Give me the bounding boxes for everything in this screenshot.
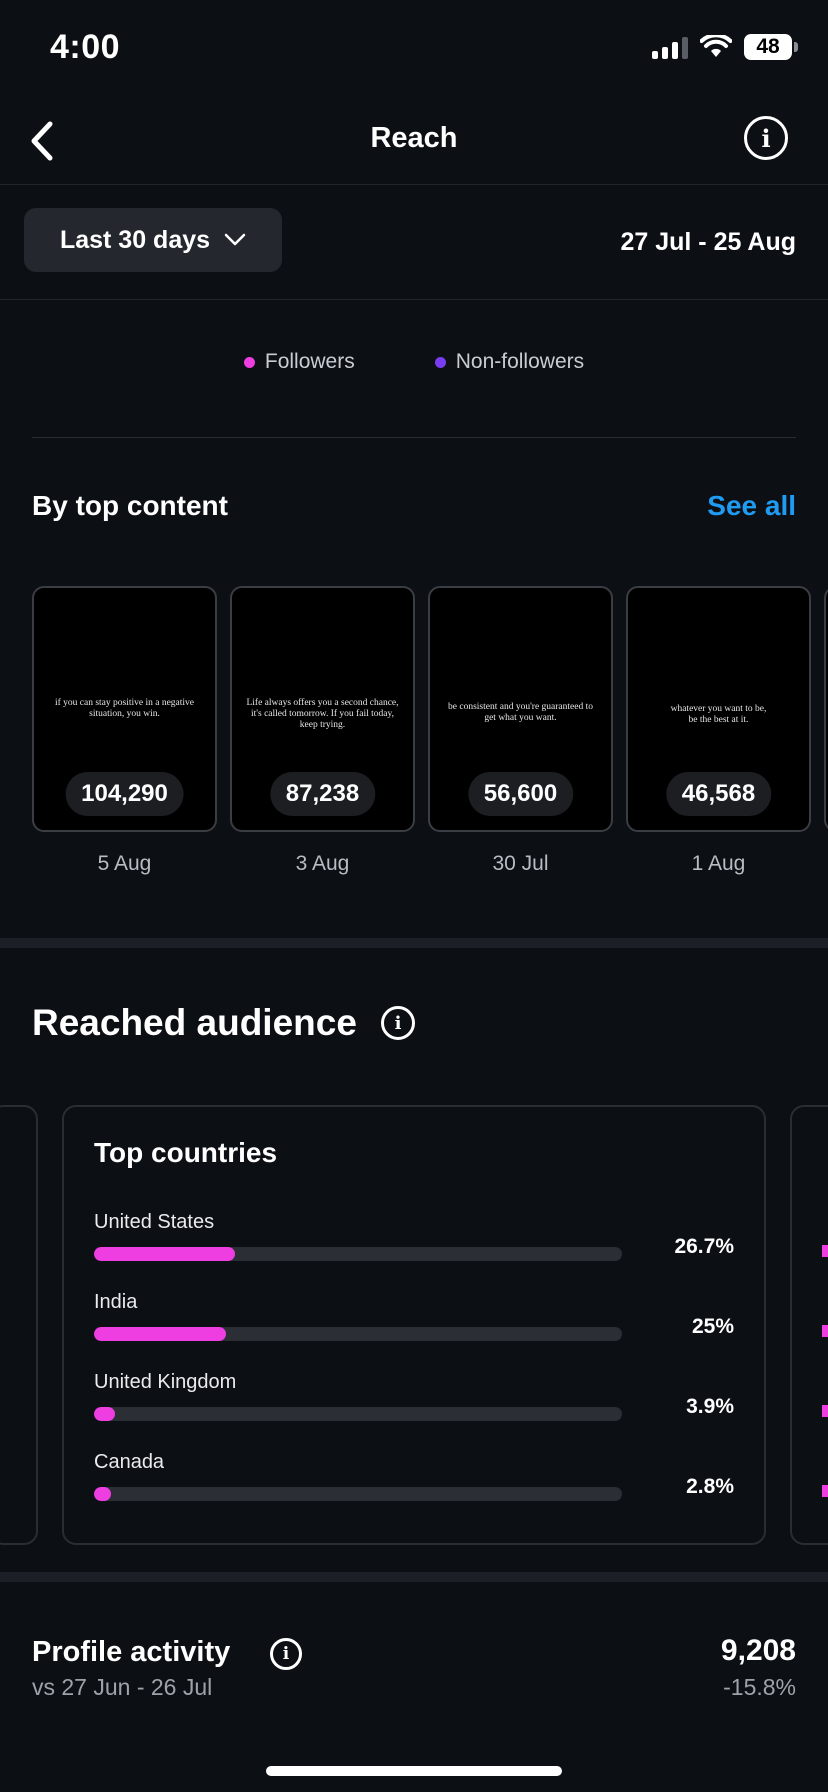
status-time: 4:00: [50, 28, 121, 66]
profile-activity-value: 9,208: [720, 1634, 796, 1667]
reached-audience-title: Reached audience: [32, 1002, 357, 1043]
profile-activity-info-button[interactable]: i: [270, 1638, 302, 1670]
country-row: India 25%: [94, 1291, 734, 1341]
wifi-icon: [700, 35, 732, 57]
country-row: United Kingdom 3.9%: [94, 1371, 734, 1421]
content-reach-count: 56,600: [467, 772, 574, 816]
section-separator: [0, 938, 828, 948]
country-name: India: [94, 1291, 138, 1313]
country-bar-track: [94, 1487, 622, 1501]
content-thumbnail[interactable]: be consistent and you're guaranteed to g…: [428, 586, 613, 832]
content-quote: Life always offers you a second chance, …: [246, 698, 399, 730]
country-percentage: 2.8%: [686, 1475, 734, 1498]
top-content-carousel[interactable]: if you can stay positive in a negative s…: [32, 586, 828, 876]
content-thumbnail[interactable]: if you can stay positive in a negative s…: [32, 586, 217, 832]
header-divider: [0, 184, 828, 185]
audience-panel-previous[interactable]: [0, 1105, 38, 1545]
page-title: Reach: [370, 122, 458, 154]
top-countries-title: Top countries: [94, 1137, 278, 1168]
info-icon: i: [394, 1012, 402, 1034]
top-content-title: By top content: [32, 490, 228, 521]
content-quote: whatever you want to be, be the best at …: [670, 704, 767, 725]
country-bar-fill: [94, 1487, 111, 1501]
info-icon: i: [761, 123, 771, 153]
content-quote: if you can stay positive in a negative s…: [54, 698, 195, 719]
country-bar-track: [94, 1327, 622, 1341]
content-item[interactable]: be consistent and you're guaranteed to g…: [428, 586, 613, 876]
home-indicator[interactable]: [266, 1766, 562, 1776]
content-date: 1 Aug: [691, 852, 746, 875]
reached-audience-info-button[interactable]: i: [381, 1006, 415, 1040]
battery-icon: 48: [744, 34, 798, 60]
country-bar-fill: [94, 1407, 115, 1421]
country-bar-track: [94, 1247, 622, 1261]
info-button[interactable]: i: [744, 116, 788, 160]
country-bar-track: [94, 1407, 622, 1421]
country-percentage: 26.7%: [674, 1235, 734, 1258]
content-item[interactable]: if you can stay positive in a negative s…: [32, 586, 217, 876]
date-filter-label: Last 30 days: [59, 225, 211, 254]
content-reach-count: 87,238: [269, 772, 376, 816]
country-percentage: 3.9%: [686, 1395, 734, 1418]
cellular-signal-icon: [652, 35, 688, 59]
filter-divider: [0, 299, 828, 300]
date-filter-dropdown[interactable]: Last 30 days: [24, 208, 282, 272]
profile-activity-title: Profile activity: [32, 1636, 231, 1668]
content-reach-count: 46,568: [665, 772, 772, 816]
status-icons: 48: [652, 34, 798, 60]
section-separator: [0, 1572, 828, 1582]
country-row: Canada 2.8%: [94, 1451, 734, 1501]
content-date: 30 Jul: [492, 852, 549, 875]
content-item[interactable]: Life always offers you a second chance, …: [230, 586, 415, 876]
partial-bar: [822, 1325, 828, 1337]
non-followers-dot-icon: [434, 356, 446, 368]
followers-dot-icon: [243, 356, 255, 368]
audience-panel-next[interactable]: [790, 1105, 828, 1545]
content-thumbnail[interactable]: whatever you want to be, be the best at …: [626, 586, 811, 832]
content-thumbnail[interactable]: Life always offers you a second chance, …: [230, 586, 415, 832]
legend-divider: [32, 437, 796, 438]
profile-activity-comparison: vs 27 Jun - 26 Jul: [32, 1674, 213, 1700]
date-range: 27 Jul - 25 Aug: [620, 228, 796, 256]
info-icon: i: [282, 1644, 290, 1664]
content-item[interactable]: whatever you want to be, be the best at …: [626, 586, 811, 876]
chart-legend: Followers Non-followers: [0, 350, 828, 374]
country-name: United States: [94, 1211, 215, 1233]
country-row: United States 26.7%: [94, 1211, 734, 1261]
legend-non-followers-label: Non-followers: [455, 350, 585, 373]
country-percentage: 25%: [691, 1315, 734, 1338]
partial-bar: [822, 1485, 828, 1497]
content-item-partial[interactable]: [824, 586, 828, 876]
partial-bar: [822, 1245, 828, 1257]
country-bar-fill: [94, 1247, 235, 1261]
partial-bar: [822, 1405, 828, 1417]
legend-followers-label: Followers: [264, 350, 355, 373]
back-button[interactable]: [22, 118, 62, 164]
country-bar-fill: [94, 1327, 226, 1341]
content-reach-count: 104,290: [65, 772, 184, 816]
content-date: 3 Aug: [295, 852, 350, 875]
profile-activity-change: -15.8%: [723, 1674, 796, 1700]
top-countries-panel: Top countries United States 26.7% India …: [62, 1105, 766, 1545]
see-all-link[interactable]: See all: [707, 490, 796, 521]
country-name: United Kingdom: [94, 1371, 237, 1393]
chevron-down-icon: [224, 233, 246, 246]
country-name: Canada: [94, 1451, 165, 1473]
content-quote: be consistent and you're guaranteed to g…: [448, 702, 593, 723]
legend-non-followers: Non-followers: [434, 350, 585, 374]
chevron-left-icon: [31, 121, 53, 161]
content-date: 5 Aug: [97, 852, 152, 875]
content-thumbnail[interactable]: [824, 586, 828, 832]
legend-followers: Followers: [243, 350, 355, 374]
